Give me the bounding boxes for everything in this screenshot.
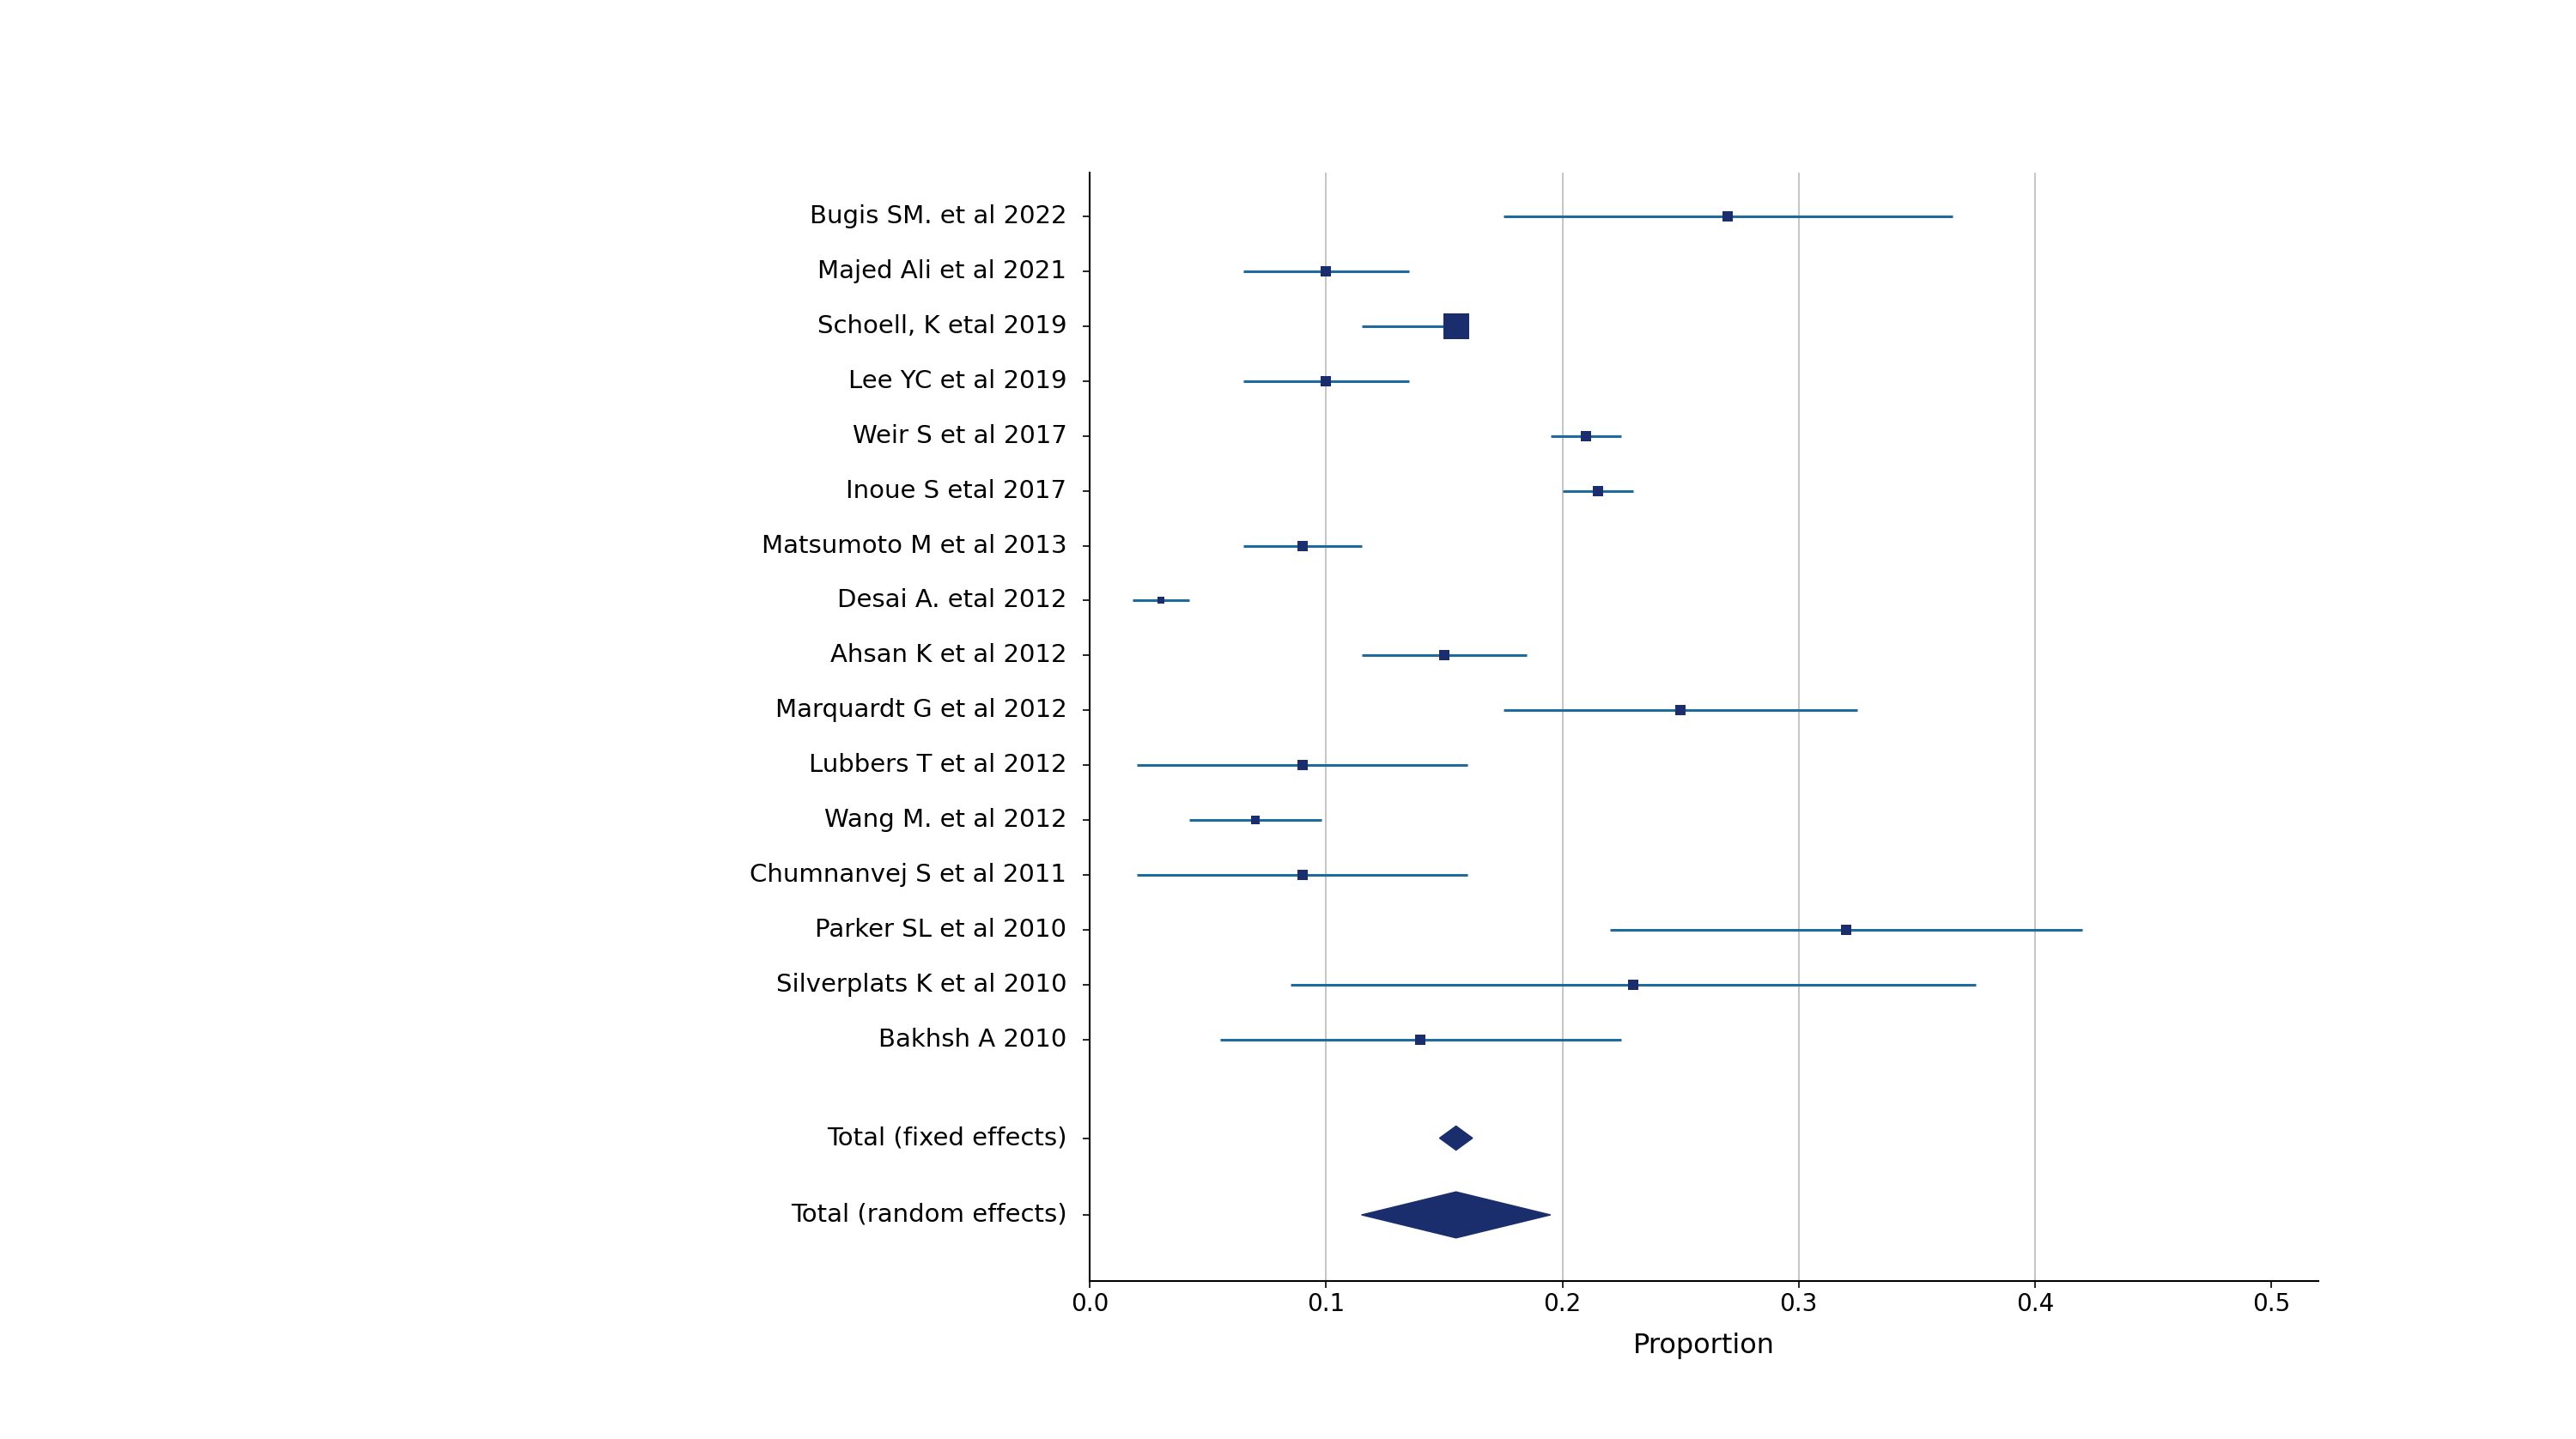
Text: Matsumoto M et al 2013: Matsumoto M et al 2013 <box>762 534 1066 558</box>
Text: Weir S et al 2017: Weir S et al 2017 <box>853 425 1066 448</box>
Text: Bakhsh A 2010: Bakhsh A 2010 <box>878 1027 1066 1052</box>
Text: Parker SL et al 2010: Parker SL et al 2010 <box>814 918 1066 941</box>
Text: Lubbers T et al 2012: Lubbers T et al 2012 <box>809 753 1066 777</box>
Text: Schoell, K etal 2019: Schoell, K etal 2019 <box>817 314 1066 338</box>
Text: Majed Ali et al 2021: Majed Ali et al 2021 <box>817 259 1066 283</box>
Polygon shape <box>1363 1191 1551 1238</box>
Text: Lee YC et al 2019: Lee YC et al 2019 <box>848 368 1066 393</box>
Text: Marquardt G et al 2012: Marquardt G et al 2012 <box>775 698 1066 722</box>
Text: Inoue S etal 2017: Inoue S etal 2017 <box>845 479 1066 502</box>
Text: Silverplats K et al 2010: Silverplats K et al 2010 <box>775 973 1066 997</box>
Text: Desai A. etal 2012: Desai A. etal 2012 <box>837 589 1066 613</box>
Text: Wang M. et al 2012: Wang M. et al 2012 <box>824 807 1066 832</box>
Text: Bugis SM. et al 2022: Bugis SM. et al 2022 <box>809 204 1066 229</box>
Text: Total (random effects): Total (random effects) <box>791 1203 1066 1227</box>
Text: Ahsan K et al 2012: Ahsan K et al 2012 <box>829 643 1066 668</box>
X-axis label: Proportion: Proportion <box>1633 1333 1775 1360</box>
Text: Total (fixed effects): Total (fixed effects) <box>827 1127 1066 1150</box>
Text: Chumnanvej S et al 2011: Chumnanvej S et al 2011 <box>750 863 1066 886</box>
Polygon shape <box>1440 1127 1473 1150</box>
